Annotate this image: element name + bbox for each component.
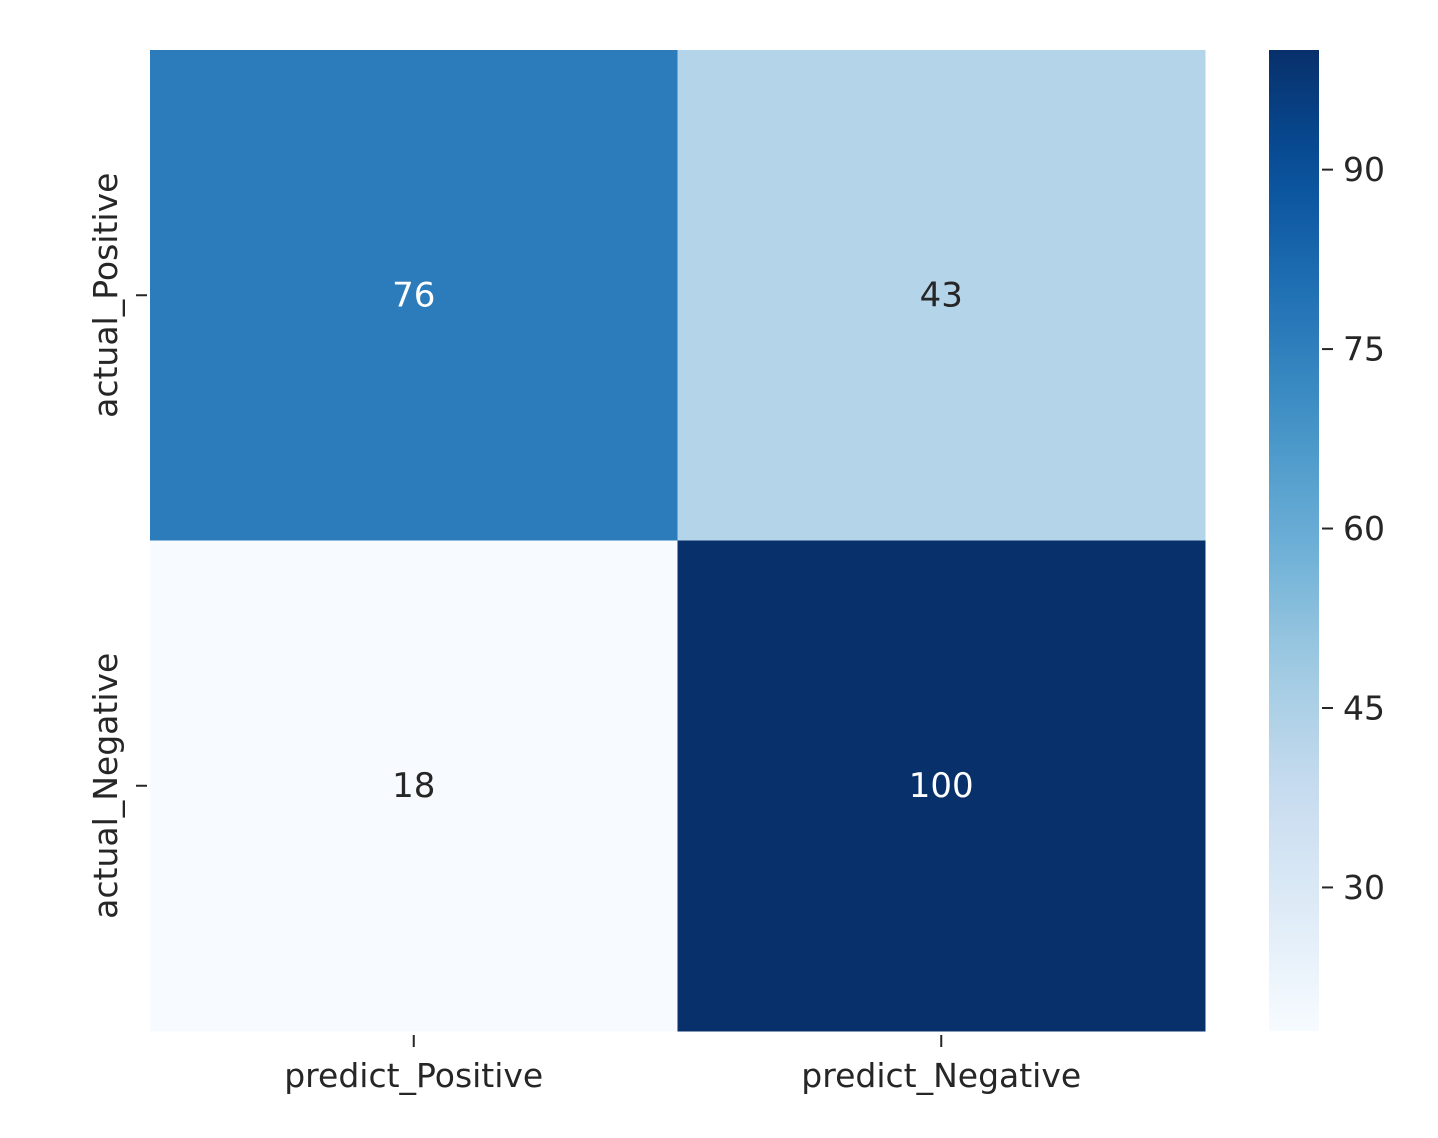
colorbar-tick-label: 30 bbox=[1343, 868, 1385, 907]
x-axis: predict_Positive predict_Negative bbox=[284, 1035, 1081, 1095]
x-tick-label: predict_Positive bbox=[284, 1056, 543, 1095]
cell-annotation: 43 bbox=[920, 275, 963, 315]
heatmap-cell bbox=[150, 50, 678, 541]
cell-annotation: 18 bbox=[392, 766, 435, 806]
y-tick-label: actual_Positive bbox=[86, 173, 125, 418]
heatmap-cell bbox=[677, 50, 1206, 541]
colorbar-tick-label: 60 bbox=[1343, 509, 1385, 548]
cell-annotations: 76 43 18 100 bbox=[392, 275, 974, 806]
colorbar: 30 45 60 75 90 bbox=[1269, 50, 1385, 1031]
heatmap-cell bbox=[150, 540, 678, 1032]
colorbar-scale bbox=[1269, 50, 1319, 1031]
cell-annotation: 100 bbox=[909, 766, 974, 806]
heatmap-cell bbox=[677, 540, 1206, 1032]
colorbar-tick-label: 75 bbox=[1343, 330, 1385, 369]
heatmap-cells bbox=[150, 50, 1206, 1032]
x-tick-label: predict_Negative bbox=[801, 1056, 1081, 1095]
colorbar-tick-label: 45 bbox=[1343, 688, 1385, 727]
y-tick-label: actual_Negative bbox=[86, 653, 125, 919]
cell-annotation: 76 bbox=[392, 275, 435, 315]
colorbar-tick-label: 90 bbox=[1343, 150, 1385, 189]
y-axis: actual_Positive actual_Negative bbox=[86, 173, 147, 919]
